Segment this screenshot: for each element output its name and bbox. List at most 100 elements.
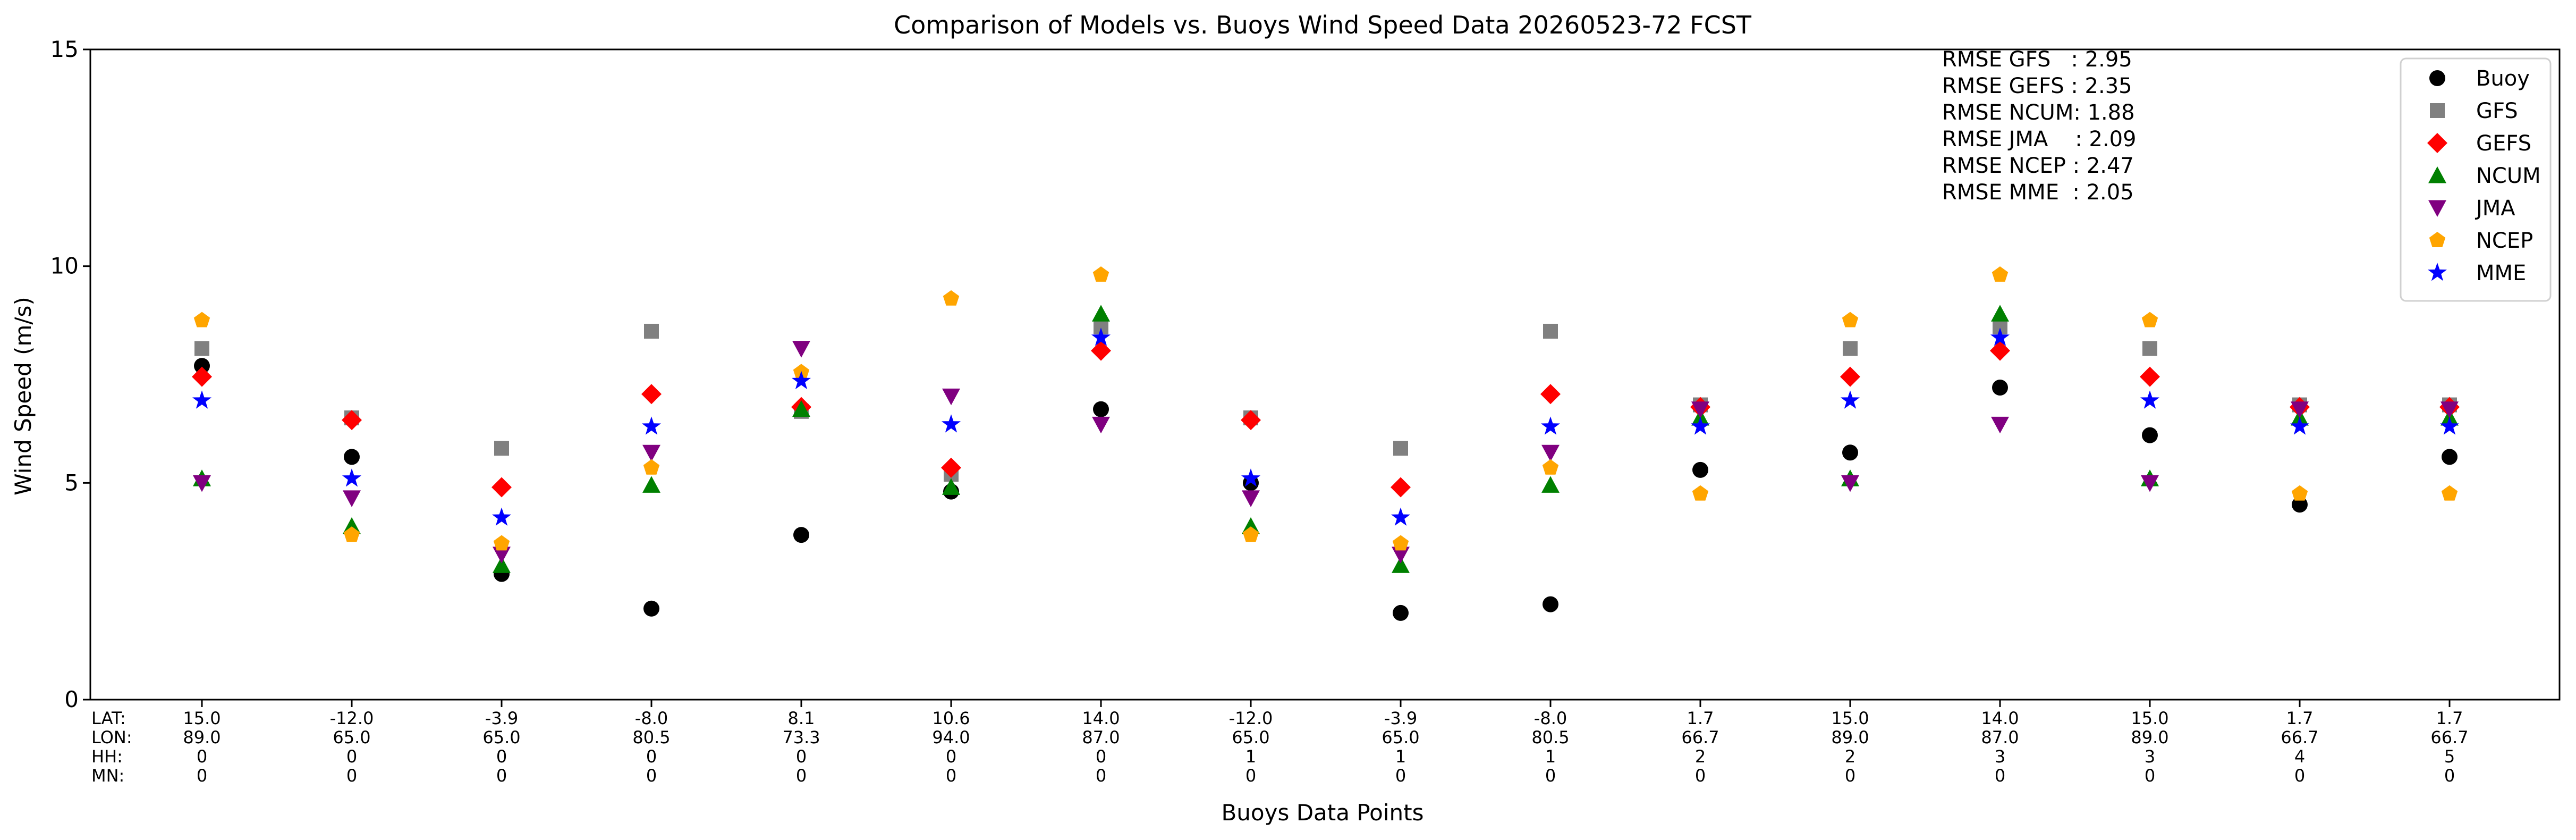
point-label-header: MN: <box>91 766 124 786</box>
plot-markers <box>192 266 2460 621</box>
mme-marker <box>2290 416 2310 435</box>
ncum-marker <box>942 478 960 495</box>
point-label-value: 89.0 <box>2131 727 2168 747</box>
point-label-value: 14.0 <box>1082 708 1120 728</box>
series-mme <box>192 327 2460 526</box>
buoy-marker <box>2442 449 2458 465</box>
buoy-marker <box>1692 461 1708 478</box>
point-label-value: -3.9 <box>1384 708 1417 728</box>
point-label-value: 0 <box>1845 766 1855 786</box>
gefs-marker <box>1391 477 1411 498</box>
gfs-marker <box>494 441 509 456</box>
ncep-marker <box>1992 266 2009 282</box>
mme-marker <box>1241 468 1261 487</box>
ncum-marker <box>1541 476 1560 493</box>
y-tick-label: 10 <box>50 253 79 279</box>
buoy-marker <box>793 527 809 543</box>
buoy-marker <box>1093 401 1109 417</box>
gefs-marker <box>1840 366 1860 387</box>
point-label-value: 0 <box>1545 766 1556 786</box>
point-label-value: 0 <box>646 766 657 786</box>
mme-marker <box>1690 416 1710 435</box>
series-ncep <box>193 266 2458 551</box>
point-label-value: -8.0 <box>1534 708 1567 728</box>
x-point-labels: LAT:LON:HH:MN:15.089.000-12.065.000-3.96… <box>91 700 2469 786</box>
point-label-value: 0 <box>1096 766 1106 786</box>
jma-marker <box>493 547 511 564</box>
mme-marker <box>1990 327 2010 346</box>
y-tick-label: 0 <box>64 686 79 712</box>
y-axis-ticks: 0 5 10 15 <box>50 36 90 712</box>
jma-marker <box>1541 444 1560 462</box>
point-label-value: 89.0 <box>1831 727 1869 747</box>
gefs-marker <box>2140 366 2160 387</box>
legend-label: GEFS <box>2476 131 2531 156</box>
gefs-marker <box>641 384 662 405</box>
point-label-value: 3 <box>2145 746 2155 767</box>
buoy-marker <box>194 358 210 374</box>
legend: Buoy GFS GEFS NCUM JMA NCEP MME <box>2400 57 2552 302</box>
point-label-value: 87.0 <box>1981 727 2019 747</box>
point-label-value: 0 <box>796 766 807 786</box>
legend-label: GFS <box>2476 99 2518 123</box>
buoy-marker <box>1842 444 1858 461</box>
rmse-line: RMSE GFS : 2.95 <box>1942 47 2132 72</box>
mme-marker <box>2439 416 2460 435</box>
ncep-marker <box>493 535 510 551</box>
point-label-value: 89.0 <box>183 727 221 747</box>
gefs-marker <box>342 410 362 431</box>
point-label-value: 87.0 <box>1082 727 1120 747</box>
buoy-marker <box>344 449 360 465</box>
point-label-value: 0 <box>1395 766 1406 786</box>
mme-marker <box>492 507 512 526</box>
legend-marker <box>2429 70 2445 86</box>
ncep-marker <box>2141 312 2158 327</box>
point-label-value: 1.7 <box>2436 708 2463 728</box>
mme-marker <box>791 371 811 390</box>
gfs-marker <box>1543 323 1558 339</box>
legend-marker <box>2427 263 2447 281</box>
gefs-marker <box>1540 384 1561 405</box>
point-label-value: 0 <box>496 766 507 786</box>
point-label-value: 4 <box>2294 746 2305 767</box>
ncep-marker <box>1842 312 1859 327</box>
legend-marker <box>2429 232 2446 247</box>
point-label-value: 65.0 <box>333 727 370 747</box>
legend-marker <box>2428 166 2446 183</box>
legend-label: MME <box>2476 261 2526 285</box>
gefs-marker <box>492 477 512 498</box>
gfs-marker <box>1393 441 1408 456</box>
point-label-value: 0 <box>197 746 207 767</box>
jma-marker <box>1242 490 1260 507</box>
plot-area-frame <box>89 48 2561 701</box>
point-label-value: 0 <box>496 746 507 767</box>
point-label-value: 0 <box>796 746 807 767</box>
point-label-value: 65.0 <box>1232 727 1269 747</box>
jma-marker <box>1841 475 1859 492</box>
gfs-marker <box>194 341 209 356</box>
point-label-value: 2 <box>1845 746 1855 767</box>
point-label-value: 1 <box>1395 746 1406 767</box>
buoy-marker <box>1543 596 1558 612</box>
ncep-marker <box>643 459 660 475</box>
point-label-value: 0 <box>197 766 207 786</box>
point-label-header: HH: <box>91 746 123 767</box>
jma-marker <box>1392 547 1410 564</box>
ncep-marker <box>1392 535 1409 551</box>
point-label-value: 73.3 <box>782 727 820 747</box>
legend-label: JMA <box>2475 196 2515 221</box>
series-jma <box>193 341 2459 564</box>
y-tick-label: 15 <box>50 36 79 62</box>
point-label-value: 80.5 <box>632 727 670 747</box>
x-axis-label: Buoys Data Points <box>1221 800 1423 826</box>
gefs-marker <box>192 366 212 387</box>
point-label-value: 0 <box>946 766 956 786</box>
point-label-value: -12.0 <box>330 708 374 728</box>
point-label-value: 0 <box>1995 766 2005 786</box>
ncep-marker <box>1542 459 1559 475</box>
ncep-marker <box>2441 485 2458 501</box>
mme-marker <box>1091 327 1111 346</box>
point-label-value: 1.7 <box>2286 708 2314 728</box>
